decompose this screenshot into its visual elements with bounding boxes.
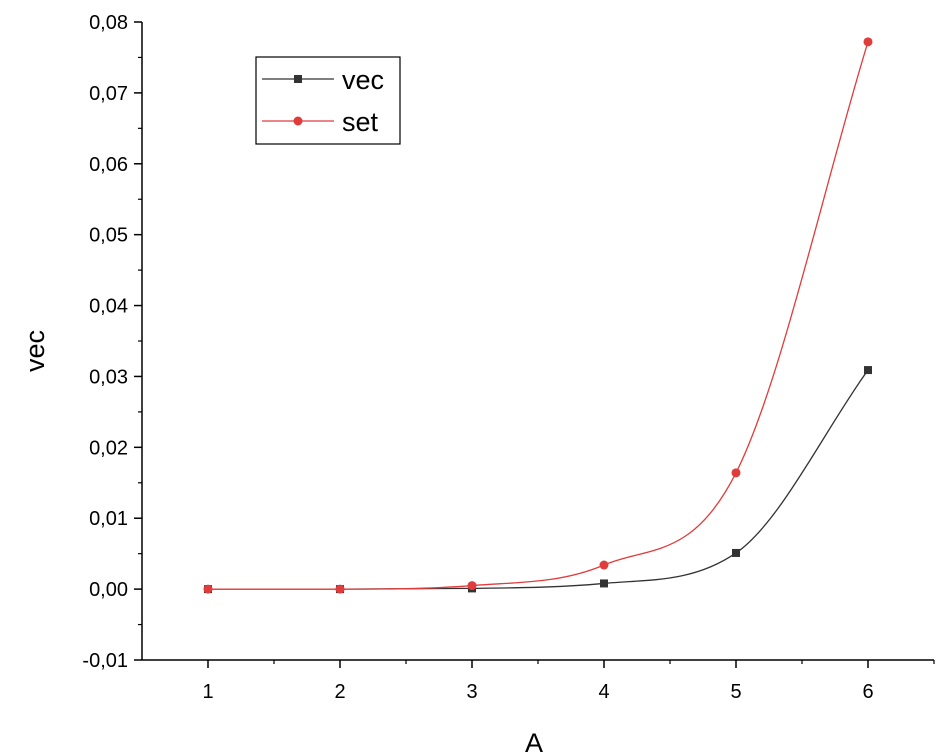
- y-tick-label: 0,03: [89, 366, 128, 388]
- data-point-set: [599, 560, 609, 570]
- series-layer: [203, 37, 873, 594]
- x-tick-label: 6: [862, 681, 873, 703]
- series-line-vec: [208, 369, 869, 590]
- x-tick-label: 2: [334, 681, 345, 703]
- legend: vec set: [255, 56, 401, 145]
- legend-label: vec: [342, 65, 384, 95]
- y-tick-label: 0,01: [89, 508, 128, 530]
- x-tick-label: 1: [202, 681, 213, 703]
- data-point-set: [731, 468, 741, 478]
- y-tick-label: 0,05: [89, 225, 128, 247]
- data-point-set: [863, 37, 873, 47]
- legend-box: [255, 56, 401, 145]
- series-set: [203, 37, 873, 594]
- legend-item-set: set: [262, 107, 379, 137]
- series-vec: [204, 366, 872, 594]
- data-point-vec: [864, 366, 872, 375]
- data-point-set: [335, 584, 345, 594]
- x-axis-title: A: [525, 728, 543, 752]
- legend-swatch-marker: [293, 116, 303, 126]
- y-axis-title: vec: [20, 330, 50, 372]
- y-tick-label: -0,01: [82, 650, 128, 672]
- x-tick-label: 3: [466, 681, 477, 703]
- y-tick-label: 0,07: [89, 83, 128, 105]
- legend-item-vec: vec: [262, 65, 384, 95]
- x-tick-label: 5: [730, 681, 741, 703]
- legend-label: set: [342, 107, 379, 137]
- x-tick-label: 4: [598, 681, 609, 703]
- y-tick-label: 0,02: [89, 437, 128, 459]
- data-point-set: [467, 581, 477, 591]
- y-tick-label: 0,04: [89, 296, 128, 318]
- x-axis: 1 2 3 4 5 6: [142, 659, 935, 703]
- data-point-set: [203, 584, 213, 594]
- data-point-vec: [732, 548, 740, 557]
- data-point-vec: [600, 579, 608, 588]
- y-tick-label: 0,06: [89, 154, 128, 176]
- y-tick-label: 0,00: [89, 579, 128, 601]
- y-axis: -0,01 0,00 0,01 0,02 0,03 0,04 0,05 0,06 0,07 0,0…: [82, 12, 143, 672]
- legend-swatch-marker: [294, 75, 302, 83]
- y-tick-label: 0,08: [89, 12, 128, 34]
